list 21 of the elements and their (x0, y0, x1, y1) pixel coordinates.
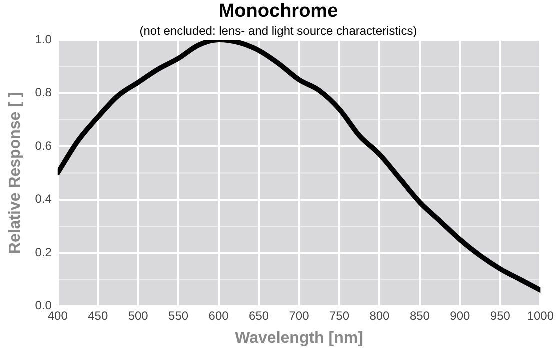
x-tick-label: 1000 (527, 308, 554, 323)
chart-subtitle: (not encluded: lens- and light source characteristics) (140, 24, 418, 38)
x-tick-label: 450 (88, 308, 108, 323)
y-tick-label: 0.4 (35, 192, 52, 206)
x-tick-label: 850 (410, 308, 430, 323)
chart-title: Monochrome (218, 1, 340, 23)
x-tick-label: 950 (490, 308, 511, 323)
y-axis-title: Relative Response [ ] (7, 92, 24, 254)
y-tick-label: 0.6 (35, 138, 52, 153)
y-tick-label: 0.2 (35, 245, 52, 260)
x-tick-label: 650 (249, 308, 270, 323)
x-tick-label: 900 (450, 308, 471, 323)
y-tick-label: 1.0 (35, 32, 52, 46)
x-tick-label: 600 (208, 308, 230, 323)
x-tick-label: 500 (128, 308, 149, 323)
x-tick-label: 700 (289, 308, 310, 323)
y-tick-label: 0.8 (35, 86, 52, 100)
x-tick-label: 550 (168, 308, 189, 323)
x-axis-title: Wavelength [nm] (235, 330, 364, 347)
x-tick-label: 800 (370, 308, 390, 323)
x-tick-label: 750 (329, 308, 350, 323)
